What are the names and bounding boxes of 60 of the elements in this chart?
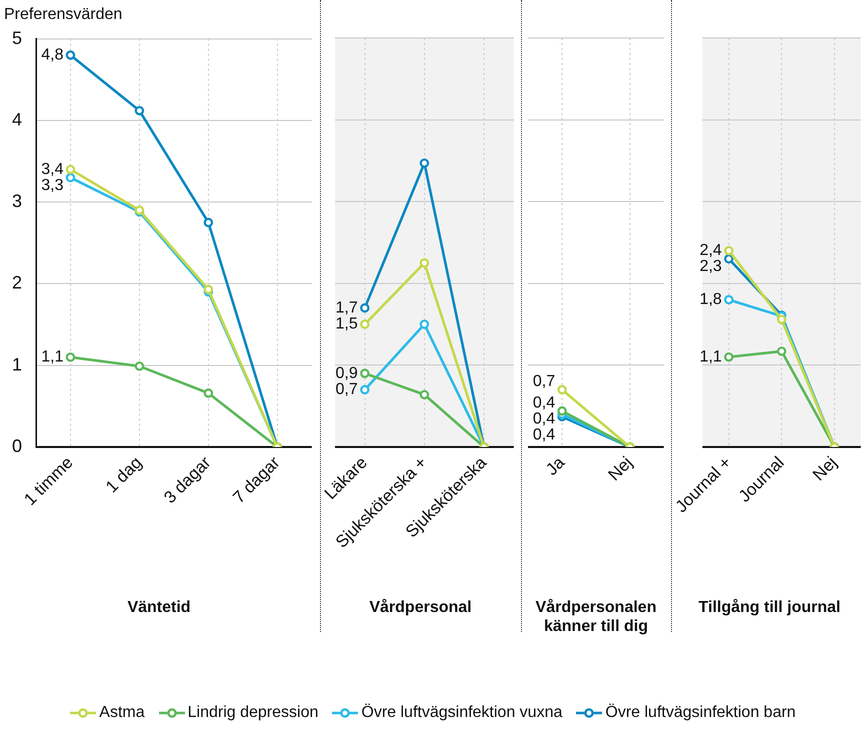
y-tick-label: 4 <box>12 109 22 130</box>
x-tick-label: Nej <box>604 452 636 484</box>
point <box>360 368 370 378</box>
point <box>420 320 430 329</box>
point <box>557 406 567 416</box>
data-label: 2,3 <box>700 258 722 276</box>
point <box>420 258 430 268</box>
data-label: 2,4 <box>700 242 722 260</box>
data-label: 1,7 <box>336 299 358 316</box>
y-tick-label: 1 <box>12 354 22 374</box>
data-label: 0,9 <box>336 364 358 382</box>
point <box>66 50 76 60</box>
point <box>724 254 734 264</box>
data-label: 1,5 <box>336 316 358 333</box>
x-axis-title: Vårdpersonalen känner till dig <box>534 598 658 636</box>
point <box>134 361 144 371</box>
point <box>724 295 734 304</box>
point <box>204 388 214 398</box>
y-tick-label: 3 <box>12 191 22 212</box>
point <box>557 385 567 394</box>
x-axis-title: Tillgång till journal <box>698 598 842 617</box>
point <box>360 303 370 313</box>
x-tick-label: 1 dag <box>102 452 146 496</box>
point <box>66 172 76 182</box>
y-tick-label: 0 <box>12 436 22 456</box>
point <box>360 320 370 329</box>
point <box>204 284 214 294</box>
legend-label: Astma <box>99 704 145 722</box>
data-label: 1,1 <box>41 348 64 366</box>
point <box>724 246 734 256</box>
data-label: 1,1 <box>700 348 722 366</box>
point <box>204 218 214 228</box>
legend-label: Övre luftvägsinfektion vuxna <box>361 704 562 722</box>
point <box>66 164 76 174</box>
y-tick-label: 2 <box>12 272 22 293</box>
point <box>776 346 786 356</box>
point <box>66 352 76 362</box>
point <box>776 314 786 324</box>
data-label: 0,7 <box>532 373 556 390</box>
point <box>724 352 734 362</box>
x-tick-label: Ja <box>542 452 569 480</box>
y-axis-title: Preferensvärden <box>4 6 122 24</box>
data-label: 1,8 <box>700 291 722 308</box>
data-label: 3,4 <box>41 160 64 178</box>
x-axis-title: Väntetid <box>126 598 192 617</box>
point <box>420 158 430 168</box>
data-label: 0,4 <box>532 394 556 412</box>
data-label: 0,4 <box>532 426 556 444</box>
data-label: 0,7 <box>336 381 358 398</box>
data-label: 3,3 <box>41 176 64 194</box>
x-tick-label: Nej <box>809 452 841 484</box>
legend-label: Övre luftvägsinfektion barn <box>605 704 796 722</box>
x-axis-title: Vårdpersonal <box>368 598 473 617</box>
point <box>134 106 144 116</box>
legend-label: Lindrig depression <box>188 704 318 722</box>
data-label: 0,4 <box>532 410 556 428</box>
point <box>360 385 370 394</box>
data-label: 4,8 <box>41 46 64 64</box>
point <box>420 390 430 400</box>
y-tick-label: 5 <box>12 28 22 48</box>
